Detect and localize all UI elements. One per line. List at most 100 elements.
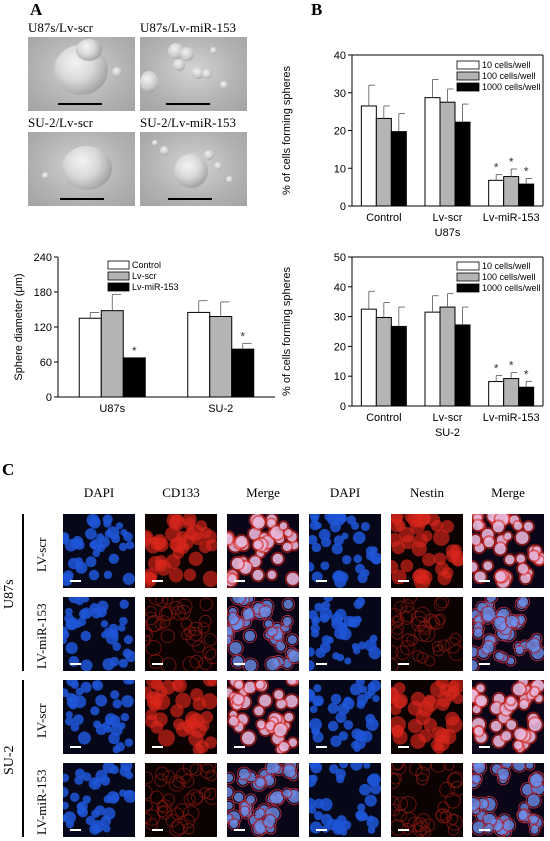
scale-bar xyxy=(316,746,327,748)
legend-swatch xyxy=(107,271,130,281)
column-header: Nestin xyxy=(410,485,444,500)
bar xyxy=(439,101,456,207)
scale-bar xyxy=(234,746,245,748)
bar xyxy=(454,324,471,407)
bar xyxy=(100,310,124,398)
scale-bar xyxy=(316,580,327,582)
scale-bar xyxy=(152,746,163,748)
micrograph-u87s-scr xyxy=(28,37,135,111)
column-header: Merge xyxy=(491,485,525,500)
nestin-tile xyxy=(391,680,463,754)
legend-swatch xyxy=(456,60,480,70)
scale-bar xyxy=(60,198,104,200)
y-tick-label: 60 xyxy=(40,357,52,369)
y-tick-label: 50 xyxy=(334,252,346,264)
x-tick-label: Lv-scr xyxy=(433,412,463,424)
y-tick-label: 0 xyxy=(46,392,52,404)
merge-tile xyxy=(227,763,299,837)
dapi-tile xyxy=(63,763,135,837)
micrograph-label: SU-2/Lv-miR-153 xyxy=(140,115,237,130)
significance-star: * xyxy=(240,329,245,343)
bar xyxy=(503,176,520,207)
scale-bar xyxy=(70,580,81,582)
bar xyxy=(454,121,471,207)
bar xyxy=(518,183,535,207)
merge-tile xyxy=(472,680,544,754)
merge-tile xyxy=(472,514,544,588)
dapi-tile xyxy=(63,597,135,671)
group-label: U87s xyxy=(2,578,17,609)
scale-bar xyxy=(166,103,210,105)
micrograph-label: U87s/Lv-miR-153 xyxy=(140,20,237,35)
column-header: DAPI xyxy=(83,485,115,500)
y-tick-label: 120 xyxy=(34,322,52,334)
micrograph-su2-mir153 xyxy=(140,132,247,206)
group-label: SU-2 xyxy=(2,744,17,775)
x-axis-label: U87s xyxy=(435,227,461,239)
legend-label: 100 cells/well xyxy=(482,71,536,81)
y-tick-label: 10 xyxy=(334,371,346,383)
merge-tile xyxy=(227,680,299,754)
fluorescence-panel: DAPI CD133 Merge DAPI Nestin Merge U87s LV-scr L… xyxy=(0,480,550,841)
dapi-tile xyxy=(309,514,381,588)
bar xyxy=(488,179,505,207)
significance-star: * xyxy=(132,344,137,358)
legend-swatch xyxy=(456,71,480,81)
scale-bar xyxy=(398,580,409,582)
merge-tile xyxy=(227,514,299,588)
scale-bar xyxy=(168,198,212,200)
significance-star: * xyxy=(524,164,529,178)
scale-bar xyxy=(316,663,327,665)
x-tick-label: U87s xyxy=(99,403,125,415)
y-tick-label: 0 xyxy=(340,201,346,213)
bar xyxy=(375,316,392,407)
bar xyxy=(360,308,377,407)
y-tick-label: 40 xyxy=(334,282,346,294)
nestin-tile xyxy=(391,597,463,671)
group-bracket xyxy=(22,680,24,837)
micrograph-u87s-mir153 xyxy=(140,37,247,111)
legend-label: Lv-scr xyxy=(132,271,157,281)
nestin-tile xyxy=(391,514,463,588)
x-tick-label: Lv-scr xyxy=(433,212,463,224)
legend-label: Lv-miR-153 xyxy=(132,282,179,292)
legend-label: 100 cells/well xyxy=(482,272,536,282)
cd133-tile xyxy=(145,514,217,588)
legend-swatch xyxy=(456,82,480,92)
y-tick-label: 40 xyxy=(334,50,346,62)
x-tick-label: Control xyxy=(366,412,401,424)
y-tick-label: 20 xyxy=(334,341,346,353)
y-tick-label: 20 xyxy=(334,126,346,138)
row-label: LV-scr xyxy=(34,537,49,572)
legend-label: 10 cells/well xyxy=(482,261,531,271)
legend-swatch xyxy=(107,260,130,270)
bar xyxy=(424,97,441,207)
scale-bar xyxy=(234,663,245,665)
column-header: Merge xyxy=(246,485,280,500)
row-label: LV-miR-153 xyxy=(34,769,49,836)
legend-label: 1000 cells/well xyxy=(482,82,541,92)
row-label: LV-miR-153 xyxy=(34,603,49,670)
y-tick-label: 30 xyxy=(334,88,346,100)
legend-label: 1000 cells/well xyxy=(482,283,541,293)
scale-bar xyxy=(70,829,81,831)
bar xyxy=(503,378,520,407)
scale-bar xyxy=(152,580,163,582)
y-axis-label: % of cells forming spheres xyxy=(281,66,293,195)
legend-label: 10 cells/well xyxy=(482,60,531,70)
chart-sphere-diameter: 0 60 120 180 240 Sphere diameter (μm) * U87s * SU… xyxy=(13,252,275,415)
legend-swatch xyxy=(456,261,480,271)
x-axis-label: SU-2 xyxy=(435,427,460,439)
bar xyxy=(488,381,505,407)
cd133-tile xyxy=(145,680,217,754)
scale-bar xyxy=(152,663,163,665)
scale-bar xyxy=(70,663,81,665)
cd133-tile xyxy=(145,597,217,671)
micrograph-label: SU-2/Lv-scr xyxy=(28,115,93,130)
chart-spheres-u87s: 0 10 20 30 40 % of cells forming spheres Contr… xyxy=(281,50,544,239)
x-tick-label: Control xyxy=(366,212,401,224)
scale-bar xyxy=(398,746,409,748)
merge-tile xyxy=(472,763,544,837)
y-axis-label: Sphere diameter (μm) xyxy=(13,273,25,380)
scale-bar xyxy=(398,829,409,831)
